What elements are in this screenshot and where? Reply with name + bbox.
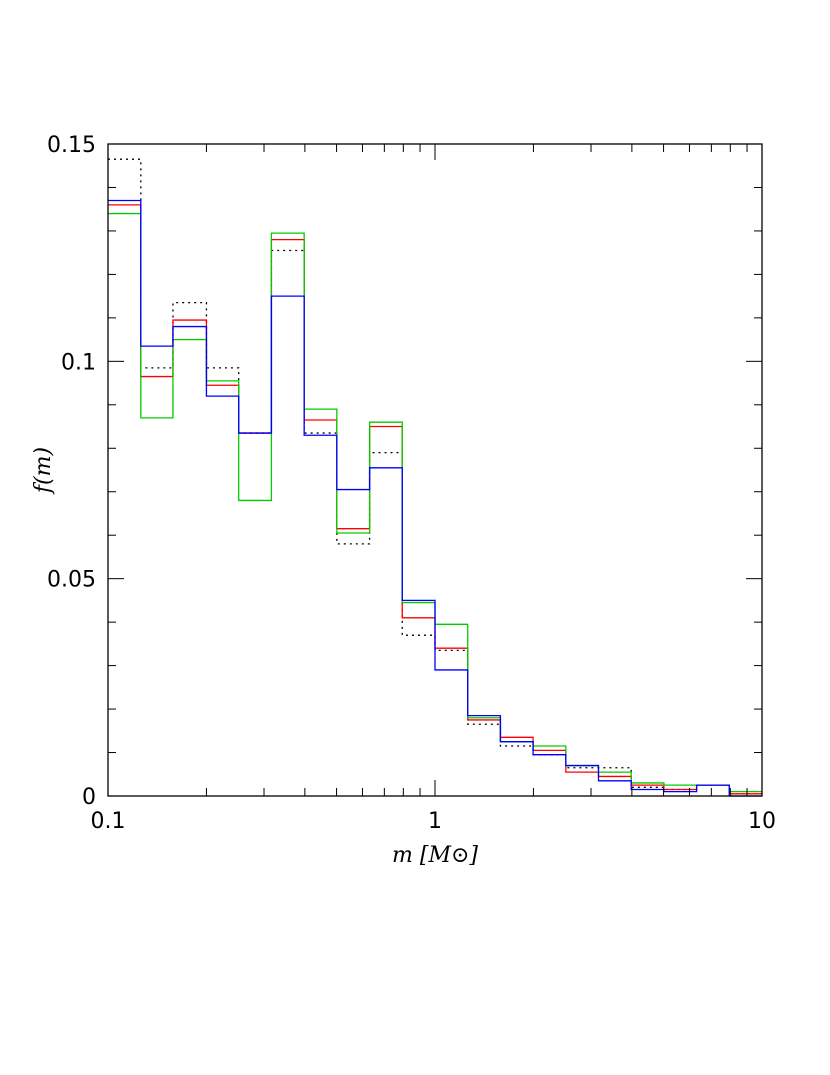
y-tick-label: 0 [82, 785, 96, 810]
x-tick-label: 1 [428, 809, 442, 834]
x-tick-label: 0.1 [91, 809, 126, 834]
series-red-line [108, 204, 762, 795]
series-layer [108, 158, 762, 797]
y-tick-label: 0.1 [61, 350, 96, 375]
tick-layer [107, 143, 763, 797]
series-blue-line [108, 199, 762, 797]
label-layer: 0.1 1 10 0 0.05 0.1 0.15 [47, 133, 776, 834]
x-axis-title: m [M⊙] [392, 843, 478, 868]
x-tick-label: 10 [748, 809, 776, 834]
y-axis-title: f(m) [31, 447, 56, 495]
series-black-dotted-line [108, 158, 762, 795]
y-tick-label: 0.15 [47, 133, 96, 158]
y-tick-label: 0.05 [47, 568, 96, 593]
plot-frame [107, 143, 763, 797]
series-green-line [108, 212, 762, 793]
